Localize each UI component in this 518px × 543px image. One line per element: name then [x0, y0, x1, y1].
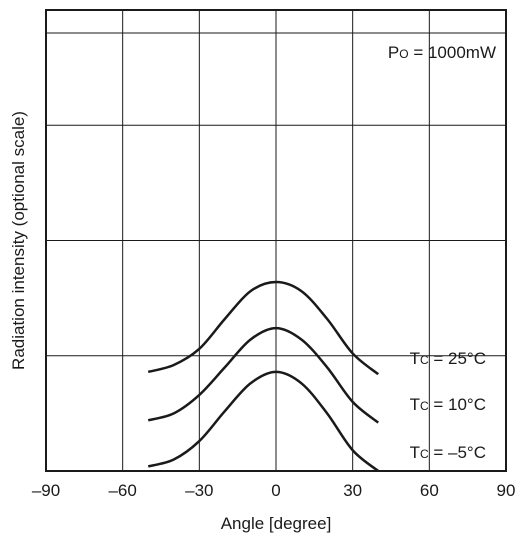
series-label-10c-sub: C [420, 399, 429, 413]
series-line-10c [147, 326, 380, 424]
power-annotation-main: P [388, 43, 399, 62]
x-tick-label: –30 [185, 481, 213, 500]
grid-lines [46, 10, 506, 471]
x-tick-labels: –90 –60 –30 0 30 60 90 [32, 481, 516, 500]
x-tick-label: 30 [343, 481, 362, 500]
series-label-25c-rest: = 25°C [429, 349, 486, 368]
series-line-25c [147, 280, 380, 376]
series-label-25c-main: T [410, 349, 420, 368]
plot-frame [45, 9, 507, 472]
y-axis-label: Radiation intensity (optional scale) [9, 111, 28, 370]
x-tick-label: –60 [108, 481, 136, 500]
series-labels: TC = 25°C TC = 10°C TC = –5°C [410, 349, 486, 462]
series-line-minus5c [147, 370, 380, 472]
series-label-minus5c-sub: C [420, 447, 429, 461]
power-annotation-sub: O [399, 47, 408, 61]
series-label-25c-sub: C [420, 353, 429, 367]
x-tick-label: 90 [497, 481, 516, 500]
power-annotation-rest: = 1000mW [409, 43, 496, 62]
series-group [147, 280, 380, 472]
series-label-10c-rest: = 10°C [429, 395, 486, 414]
power-annotation: PO = 1000mW [388, 43, 496, 62]
series-label-25c: TC = 25°C [410, 349, 486, 368]
series-label-minus5c-rest: = –5°C [429, 443, 486, 462]
x-axis-label: Angle [degree] [221, 514, 332, 533]
series-label-10c-main: T [410, 395, 420, 414]
x-tick-label: 60 [420, 481, 439, 500]
x-tick-label: –90 [32, 481, 60, 500]
x-tick-label: 0 [271, 481, 280, 500]
series-label-minus5c-main: T [410, 443, 420, 462]
series-label-10c: TC = 10°C [410, 395, 486, 414]
series-label-minus5c: TC = –5°C [410, 443, 486, 462]
